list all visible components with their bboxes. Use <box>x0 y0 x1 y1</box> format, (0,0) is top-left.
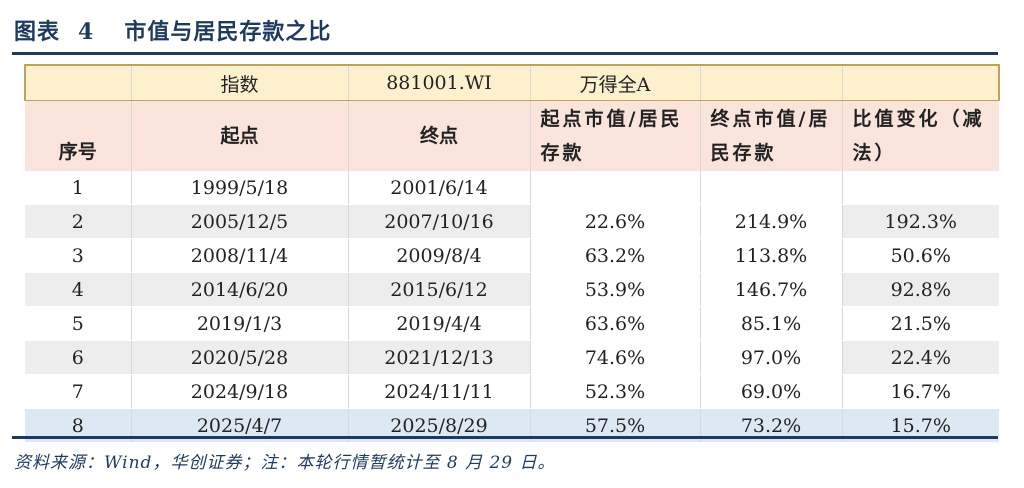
index-name: 万得全A <box>530 64 701 101</box>
table-row: 3 2008/11/4 2009/8/4 63.2% 113.8% 50.6% <box>25 238 999 273</box>
index-code: 881001.WI <box>348 64 531 101</box>
header-end: 终点 <box>348 100 531 171</box>
cell-start-ratio: 63.2% <box>530 238 701 273</box>
cell-end-ratio <box>700 171 843 205</box>
cell-end-ratio: 214.9% <box>700 204 843 239</box>
table-row: 1 1999/5/18 2001/6/14 <box>25 171 999 205</box>
cell-seq: 2 <box>25 204 132 239</box>
cell-start: 2019/1/3 <box>131 306 349 341</box>
cell-end: 2021/12/13 <box>348 340 531 375</box>
cell-change: 92.8% <box>842 272 999 307</box>
table-row: 5 2019/1/3 2019/4/4 63.6% 85.1% 21.5% <box>25 306 999 341</box>
header-row: 序号 起点 终点 起点市值/居民存款 终点市值/居民存款 比值变化（减法） <box>25 100 999 171</box>
cell-end-ratio: 69.0% <box>700 374 843 409</box>
cell-start: 2008/11/4 <box>131 238 349 273</box>
cell-start-ratio: 52.3% <box>530 374 701 409</box>
title-rule <box>12 52 998 55</box>
cell-start: 2024/9/18 <box>131 374 349 409</box>
index-label: 指数 <box>131 64 349 101</box>
cell-end-ratio: 97.0% <box>700 340 843 375</box>
cell-change: 16.7% <box>842 374 999 409</box>
cell-start-ratio <box>530 171 701 205</box>
cell-end: 2009/8/4 <box>348 238 531 273</box>
cell-end: 2007/10/16 <box>348 204 531 239</box>
cell-start-ratio: 74.6% <box>530 340 701 375</box>
cell-end: 2024/11/11 <box>348 374 531 409</box>
header-change: 比值变化（减法） <box>842 100 999 171</box>
figure-caption: 市值与居民存款之比 <box>124 19 332 45</box>
cell-change: 192.3% <box>842 204 999 239</box>
cell-start-ratio: 22.6% <box>530 204 701 239</box>
cell-start: 2005/12/5 <box>131 204 349 239</box>
table-row: 7 2024/9/18 2024/11/11 52.3% 69.0% 16.7% <box>25 374 999 409</box>
table-row: 2 2005/12/5 2007/10/16 22.6% 214.9% 192.3% <box>25 204 999 239</box>
cell-end: 2019/4/4 <box>348 306 531 341</box>
header-start: 起点 <box>131 100 349 171</box>
cell-start: 2020/5/28 <box>131 340 349 375</box>
cell-end-ratio: 146.7% <box>700 272 843 307</box>
table-row: 6 2020/5/28 2021/12/13 74.6% 97.0% 22.4% <box>25 340 999 375</box>
cell-seq: 5 <box>25 306 132 341</box>
figure-title: 图表 4 市值与居民存款之比 <box>14 14 331 46</box>
cell-seq: 6 <box>25 340 132 375</box>
cell-seq: 3 <box>25 238 132 273</box>
figure-label: 图表 <box>14 19 61 45</box>
cell-end-ratio: 85.1% <box>700 306 843 341</box>
table-row: 4 2014/6/20 2015/6/12 53.9% 146.7% 92.8% <box>25 272 999 307</box>
cell-start: 2014/6/20 <box>131 272 349 307</box>
cell-seq: 4 <box>25 272 132 307</box>
cell-start: 1999/5/18 <box>131 171 349 205</box>
bottom-rule <box>12 436 998 439</box>
cell-change: 22.4% <box>842 340 999 375</box>
ratio-table: 指数 881001.WI 万得全A 序号 起点 终点 起点市值/居民存款 终点市… <box>24 64 1000 443</box>
cell-start-ratio: 63.6% <box>530 306 701 341</box>
cell-change: 21.5% <box>842 306 999 341</box>
cell-end: 2015/6/12 <box>348 272 531 307</box>
figure-number: 4 <box>78 19 95 45</box>
cell-change <box>842 171 999 205</box>
table-body: 1 1999/5/18 2001/6/14 2 2005/12/5 2007/10/16 2… <box>25 171 999 443</box>
cell-end-ratio: 113.8% <box>700 238 843 273</box>
index-row: 指数 881001.WI 万得全A <box>24 64 1000 101</box>
source-note: 资料来源：Wind，华创证券；注：本轮行情暂统计至 8 月 29 日。 <box>14 453 556 473</box>
header-start-ratio: 起点市值/居民存款 <box>530 100 701 171</box>
header-seq: 序号 <box>25 100 132 171</box>
cell-change: 50.6% <box>842 238 999 273</box>
cell-end: 2001/6/14 <box>348 171 531 205</box>
header-end-ratio: 终点市值/居民存款 <box>700 100 843 171</box>
cell-start-ratio: 53.9% <box>530 272 701 307</box>
cell-seq: 1 <box>25 171 132 205</box>
cell-seq: 7 <box>25 374 132 409</box>
